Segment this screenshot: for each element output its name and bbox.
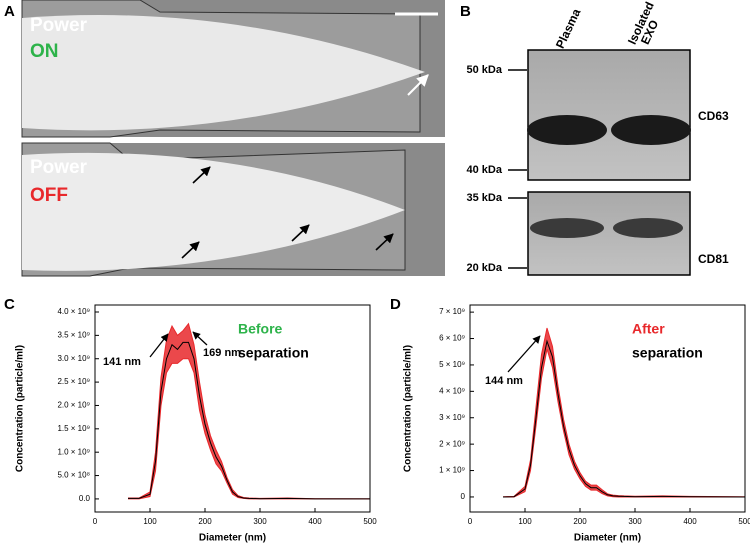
- y-tick-label: 6 × 10⁹: [439, 334, 465, 343]
- y-tick-label: 5 × 10⁹: [439, 360, 465, 369]
- x-tick-label: 400: [308, 517, 322, 526]
- mean-line: [128, 341, 370, 500]
- y-tick-label: 3.5 × 10⁹: [57, 330, 90, 339]
- y-tick-label: 1.0 × 10⁹: [57, 447, 90, 456]
- band-lower: [503, 348, 745, 498]
- plot-frame: [94, 304, 371, 513]
- y-tick-label: 0.0: [79, 494, 91, 503]
- x-tick-label: 100: [143, 517, 157, 526]
- annotation: Before: [238, 321, 283, 337]
- y-tick-label: 7 × 10⁹: [439, 307, 465, 316]
- blot-label: CD81: [698, 252, 729, 266]
- annotation: 169 nm: [203, 347, 241, 359]
- y-tick-label: 2.5 × 10⁹: [57, 377, 90, 386]
- annotation: After: [632, 321, 665, 337]
- y-tick-label: 2 × 10⁹: [439, 439, 465, 448]
- y-tick-label: 4.0 × 10⁹: [57, 307, 90, 316]
- panel-label: A: [4, 3, 15, 20]
- annotation-arrow: [507, 335, 541, 373]
- x-tick-label: 500: [363, 517, 377, 526]
- y-tick-label: 0: [461, 492, 466, 501]
- blot-label: CD63: [698, 109, 729, 123]
- y-axis-label: Concentration (particle/ml): [403, 345, 414, 472]
- x-tick-label: 400: [683, 517, 697, 526]
- annotation: separation: [632, 345, 703, 361]
- marker-label: 50 kDa: [467, 64, 503, 76]
- microscope-top: [21, 0, 445, 138]
- x-tick-label: 500: [738, 517, 750, 526]
- power-label: Power: [30, 157, 88, 178]
- y-tick-label: 3.0 × 10⁹: [57, 354, 90, 363]
- annotation-arrow: [149, 333, 169, 358]
- marker-label: 20 kDa: [467, 262, 503, 274]
- x-tick-label: 100: [518, 517, 532, 526]
- y-tick-label: 1 × 10⁹: [439, 466, 465, 475]
- y-axis-label: Concentration (particle/ml): [15, 345, 26, 472]
- panel-label: D: [390, 296, 401, 313]
- plot-frame: [469, 304, 746, 513]
- y-tick-label: 3 × 10⁹: [439, 413, 465, 422]
- band-upper: [502, 327, 746, 498]
- power-state: ON: [30, 41, 59, 62]
- annotation: 141 nm: [103, 356, 141, 368]
- x-axis-label: Diameter (nm): [199, 533, 266, 544]
- power-state: OFF: [30, 185, 68, 206]
- marker-label: 35 kDa: [467, 192, 503, 204]
- annotation: 144 nm: [485, 375, 523, 387]
- x-axis-label: Diameter (nm): [574, 533, 641, 544]
- x-tick-label: 200: [198, 517, 212, 526]
- lane-label: Plasma: [553, 6, 584, 50]
- x-tick-label: 300: [628, 517, 642, 526]
- y-tick-label: 2.0 × 10⁹: [57, 401, 90, 410]
- panel-label: B: [460, 3, 471, 20]
- microscope-bottom: [21, 142, 445, 277]
- y-tick-label: 4 × 10⁹: [439, 386, 465, 395]
- band-fill: [503, 328, 745, 497]
- x-tick-label: 0: [468, 517, 473, 526]
- y-tick-label: 1.5 × 10⁹: [57, 424, 90, 433]
- annotation-arrow: [192, 331, 208, 346]
- annotation: separation: [238, 345, 309, 361]
- mean-line: [502, 339, 746, 498]
- x-tick-label: 0: [93, 517, 98, 526]
- marker-label: 40 kDa: [467, 164, 503, 176]
- y-tick-label: 5.0 × 10⁸: [57, 471, 90, 480]
- blot-boxes: [527, 49, 691, 276]
- panel-label: C: [4, 296, 15, 313]
- x-tick-label: 200: [573, 517, 587, 526]
- x-tick-label: 300: [253, 517, 267, 526]
- power-label: Power: [30, 15, 88, 36]
